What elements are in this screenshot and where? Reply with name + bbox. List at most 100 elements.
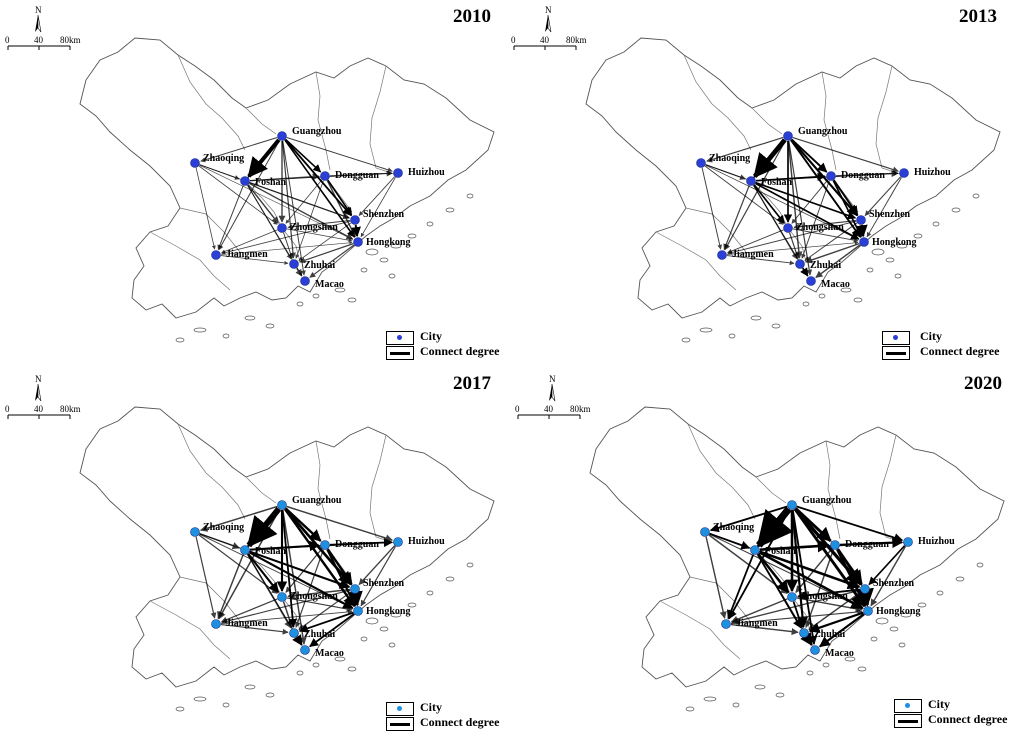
connection-line xyxy=(836,548,863,586)
connection-line xyxy=(217,554,244,620)
connection-line xyxy=(294,549,324,628)
city-label-dongguan: Dongguan xyxy=(335,539,379,550)
island xyxy=(685,706,695,712)
legend-city-label: City xyxy=(928,697,950,711)
island xyxy=(265,692,275,698)
city-label-zhaoqing: Zhaoqing xyxy=(203,522,244,533)
connection-line xyxy=(281,140,296,259)
connection-line xyxy=(701,167,723,250)
island xyxy=(917,602,927,608)
legend-connect-label: Connect degree xyxy=(928,712,1008,726)
island xyxy=(775,692,785,698)
island xyxy=(853,297,863,303)
legend-city-swatch xyxy=(386,331,414,345)
connection-line xyxy=(298,611,354,633)
connection-line xyxy=(247,184,279,224)
island xyxy=(312,293,320,299)
connection-line xyxy=(200,505,278,532)
island xyxy=(445,576,455,582)
year-label: 2017 xyxy=(453,373,491,394)
city-node-guangzhou xyxy=(783,131,793,141)
scale-label: 80km xyxy=(60,35,81,45)
city-node-shenzhen xyxy=(350,215,360,225)
connection-line xyxy=(285,138,322,173)
island xyxy=(334,656,346,662)
island xyxy=(175,706,185,712)
island xyxy=(913,233,923,239)
connection-line xyxy=(752,138,787,179)
island xyxy=(806,670,814,676)
connection-line xyxy=(351,224,361,238)
city-node-jiangmen xyxy=(211,250,221,260)
north-arrow-icon-half xyxy=(37,383,42,402)
city-label-hongkong: Hongkong xyxy=(872,237,916,248)
admin-boundary xyxy=(689,576,751,622)
scale-label: 80km xyxy=(570,404,591,414)
connection-line xyxy=(283,232,294,259)
connection-line xyxy=(797,588,861,600)
admin-boundary xyxy=(655,231,737,291)
connection-line xyxy=(299,243,354,264)
map-panel-2020: Guangzhou Zhaoqing Foshan Dongguan Huizhou Sh… xyxy=(510,369,1016,733)
admin-boundary xyxy=(245,476,277,504)
island xyxy=(955,576,965,582)
island xyxy=(360,636,368,642)
scale-label: 80km xyxy=(566,35,587,45)
city-node-macao xyxy=(810,645,820,655)
connection-line xyxy=(804,242,860,264)
city-node-huizhou xyxy=(393,168,403,178)
city-node-jiangmen xyxy=(721,619,731,629)
city-label-zhongshan: Zhongshan xyxy=(290,591,338,602)
city-label-foshan: Foshan xyxy=(255,546,287,557)
island xyxy=(379,626,389,632)
island xyxy=(898,642,906,648)
city-label-dongguan: Dongguan xyxy=(335,170,379,181)
city-node-zhongshan xyxy=(783,223,793,233)
island xyxy=(379,257,389,263)
admin-boundary xyxy=(149,231,231,291)
north-arrow-icon xyxy=(35,15,38,32)
city-label-shenzhen: Shenzhen xyxy=(363,578,405,589)
island xyxy=(802,301,810,307)
city-label-zhaoqing: Zhaoqing xyxy=(709,153,750,164)
connection-line xyxy=(249,182,351,220)
island xyxy=(932,221,940,227)
admin-boundary xyxy=(879,434,911,546)
island xyxy=(822,662,830,668)
connection-line xyxy=(298,222,352,261)
connection-line xyxy=(347,590,363,607)
connection-line xyxy=(792,228,859,243)
island xyxy=(818,293,826,299)
city-node-guangzhou xyxy=(277,131,287,141)
island xyxy=(390,612,402,618)
city-label-jiangmen: Jiangmen xyxy=(736,618,778,629)
city-label-jiangmen: Jiangmen xyxy=(226,249,268,260)
admin-boundary xyxy=(315,71,331,171)
city-node-macao xyxy=(806,276,816,286)
legend-city-swatch xyxy=(882,331,910,345)
island xyxy=(771,323,781,329)
connection-line xyxy=(287,220,351,230)
map-panel-2013: Guangzhou Zhaoqing Foshan Dongguan Huizhou Sh… xyxy=(506,0,1012,364)
city-label-guangzhou: Guangzhou xyxy=(798,126,848,137)
connection-line xyxy=(726,241,859,255)
island xyxy=(445,207,455,213)
map-panel-2010: Guangzhou Zhaoqing Foshan Dongguan Huizhou Sh… xyxy=(0,0,506,364)
island xyxy=(296,670,304,676)
island xyxy=(407,602,417,608)
island xyxy=(244,684,256,690)
city-node-zhongshan xyxy=(277,592,287,602)
year-label: 2010 xyxy=(453,6,491,27)
island xyxy=(222,333,230,339)
city-label-huizhou: Huizhou xyxy=(408,167,445,178)
admin-boundary xyxy=(315,440,331,540)
year-label: 2020 xyxy=(964,373,1002,394)
city-label-zhongshan: Zhongshan xyxy=(800,591,848,602)
island xyxy=(976,562,984,568)
connection-line xyxy=(221,229,278,254)
connection-line xyxy=(309,244,355,278)
island xyxy=(754,684,766,690)
connection-line xyxy=(246,506,282,548)
connection-line xyxy=(295,180,324,259)
connection-line xyxy=(791,509,808,629)
